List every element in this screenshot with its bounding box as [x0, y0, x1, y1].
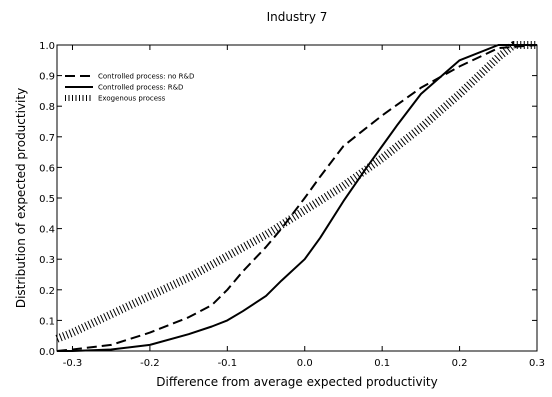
y-tick-label: 1.0: [39, 41, 55, 52]
x-tick-label: -0.2: [140, 358, 160, 369]
y-tick-label: 0.2: [39, 286, 55, 297]
x-axis-title: Difference from average expected product…: [156, 375, 437, 389]
series-line-3: [55, 41, 537, 343]
axis-ticks: -0.3 -0.2 -0.1 0.0 0.1 0.2 0.3 0.0 0.1 0.2 0.3 0.4 0…: [39, 41, 545, 369]
legend: Controlled process: no R&D Controlled pro…: [65, 73, 194, 103]
y-axis-title: Distribution of expected productivity: [14, 88, 28, 308]
y-tick-label: 0.0: [39, 347, 55, 358]
plot-frame: [56, 44, 538, 352]
series-lines: [55, 41, 538, 352]
y-tick-label: 0.4: [39, 225, 55, 236]
x-tick-label: 0.0: [297, 358, 313, 369]
legend-label-3: Exogenous process: [98, 95, 166, 103]
y-tick-label: 0.3: [39, 255, 55, 266]
x-tick-label: -0.1: [218, 358, 238, 369]
y-tick-label: 0.8: [39, 102, 55, 113]
y-tick-label: 0.7: [39, 133, 55, 144]
legend-label-2: Controlled process: R&D: [98, 84, 183, 92]
y-tick-label: 0.6: [39, 163, 55, 174]
legend-label-1: Controlled process: no R&D: [98, 73, 194, 81]
x-tick-label: 0.1: [374, 358, 390, 369]
y-tick-label: 0.5: [39, 194, 55, 205]
x-tick-label: -0.3: [63, 358, 83, 369]
chart-title: Industry 7: [267, 10, 328, 24]
y-tick-label: 0.1: [39, 316, 55, 327]
series-line-2: [57, 44, 537, 352]
x-tick-label: 0.2: [452, 358, 468, 369]
y-tick-label: 0.9: [39, 72, 55, 83]
x-tick-label: 0.3: [529, 358, 545, 369]
series-line-1: [56, 44, 538, 352]
